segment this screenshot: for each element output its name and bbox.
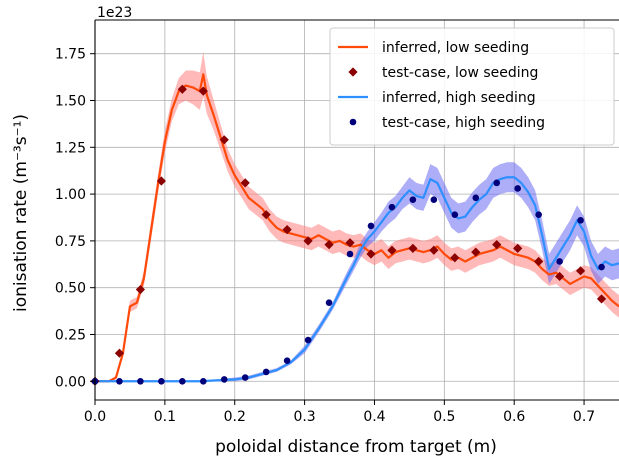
legend-label-1: test-case, low seeding xyxy=(382,65,538,81)
x-tick-label: 0.4 xyxy=(363,409,385,425)
y-tick-label: 0.25 xyxy=(55,327,86,343)
y-axis-label: ionisation rate (m⁻³s⁻¹) xyxy=(11,114,31,312)
series-3-point xyxy=(577,217,584,224)
series-3-point xyxy=(137,378,144,385)
legend-label-2: inferred, high seeding xyxy=(382,90,536,106)
series-3-point xyxy=(200,378,207,385)
x-tick-label: 0.6 xyxy=(503,409,525,425)
x-tick-label: 0.0 xyxy=(84,409,106,425)
y-tick-label: 1.25 xyxy=(55,140,86,156)
y-tick-label: 0.00 xyxy=(55,374,86,390)
series-3-point xyxy=(452,211,459,218)
y-tick-label: 1.50 xyxy=(55,93,86,109)
series-3-point xyxy=(347,251,354,258)
y-tick-label: 0.75 xyxy=(55,234,86,250)
series-3-point xyxy=(326,299,333,306)
series-3-point xyxy=(305,337,312,344)
x-tick-label: 0.7 xyxy=(573,409,595,425)
legend-label-0: inferred, low seeding xyxy=(382,40,529,56)
series-3-point xyxy=(493,180,500,187)
series-3-point xyxy=(263,369,270,376)
y-tick-label: 1.00 xyxy=(55,187,86,203)
series-3-point xyxy=(472,195,479,202)
legend-label-3: test-case, high seeding xyxy=(382,115,545,131)
series-3-point xyxy=(514,185,521,192)
series-3-point xyxy=(116,378,123,385)
series-3-point xyxy=(158,378,165,385)
series-3-point xyxy=(535,211,542,218)
y-tick-label: 0.50 xyxy=(55,281,86,297)
series-3-point xyxy=(389,204,396,211)
x-tick-label: 0.1 xyxy=(154,409,176,425)
series-3-point xyxy=(284,357,291,364)
y-tick-label: 1.75 xyxy=(55,47,86,63)
y-axis-offset-label: 1e23 xyxy=(97,5,132,21)
series-3-point xyxy=(556,258,563,265)
series-3-point xyxy=(598,264,605,271)
x-axis-label: poloidal distance from target (m) xyxy=(215,437,497,457)
series-3-point xyxy=(368,223,375,230)
legend-swatch-3 xyxy=(350,119,357,126)
series-3-point xyxy=(179,378,186,385)
series-3-point xyxy=(221,376,228,383)
x-tick-label: 0.2 xyxy=(224,409,246,425)
x-tick-label: 0.3 xyxy=(293,409,315,425)
x-tick-label: 0.5 xyxy=(433,409,455,425)
series-3-point xyxy=(410,196,417,203)
series-3-point xyxy=(431,196,438,203)
legend: inferred, low seeding test-case, low seed… xyxy=(330,28,614,145)
series-3-point xyxy=(242,374,249,381)
